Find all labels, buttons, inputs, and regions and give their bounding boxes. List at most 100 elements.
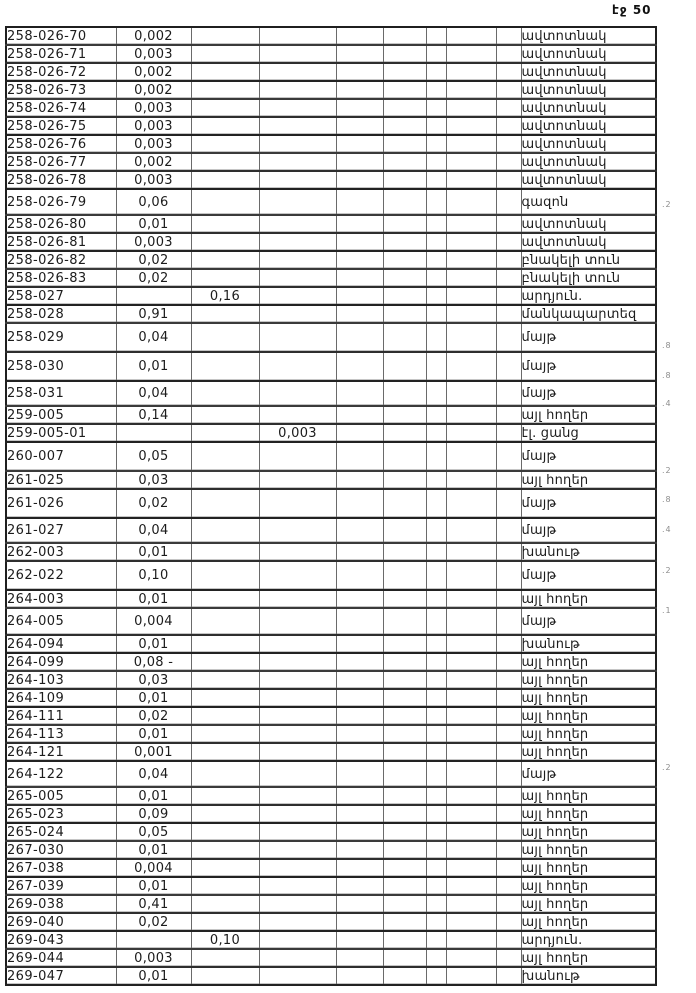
land-use-label-cell: խանութ [521,543,657,562]
table-row: 267-038 0,004 այլ հողեր [6,859,657,878]
empty-cell [496,323,522,353]
margin-mark: .8 [662,371,672,380]
land-use-label-cell: արդյուն. [521,287,657,306]
area-value-cell: 0,05 [116,823,192,842]
land-use-label-cell: արդյուն. [521,931,657,950]
table-row: 265-005 0,01 այլ հողեր [6,787,657,806]
empty-cell [426,543,447,562]
empty-cell [336,671,384,690]
empty-cell [446,81,497,100]
area-value-cell-2 [191,215,260,234]
empty-cell [383,707,427,726]
land-use-label-cell: ավտոտնակ [521,233,657,252]
parcel-code-cell: 269-038 [6,895,117,914]
area-value-cell-2 [191,543,260,562]
empty-cell [336,269,384,288]
area-value-cell: 0,09 [116,805,192,824]
empty-cell [336,543,384,562]
parcel-code-cell: 258-026-82 [6,251,117,270]
area-value-cell: 0,05 [116,442,192,472]
table-row: 258-029 0,04 մայթ [6,323,657,353]
empty-cell [383,543,427,562]
area-value-cell: 0,04 [116,323,192,353]
area-value-cell-2 [191,63,260,82]
table-row: 258-026-72 0,002 ավտոտնակ [6,63,657,82]
empty-cell [446,117,497,136]
parcel-code-cell: 258-026-83 [6,269,117,288]
table-row: 264-109 0,01 այլ հողեր [6,689,657,708]
parcel-code-cell: 265-024 [6,823,117,842]
parcel-code-cell: 258-026-71 [6,45,117,64]
area-value-cell-2 [191,99,260,118]
area-value-cell: 0,08 - [116,653,192,672]
land-use-label-cell: մայթ [521,323,657,353]
empty-cell [446,251,497,270]
area-value-cell: 0,01 [116,725,192,744]
parcel-code-cell: 264-003 [6,590,117,609]
area-value-cell: 0,01 [116,215,192,234]
area-value-cell: 0,01 [116,590,192,609]
area-value-cell-3 [259,635,337,654]
empty-cell [383,895,427,914]
empty-cell [446,787,497,806]
parcel-code-cell: 258-031 [6,381,117,407]
area-value-cell-2 [191,27,260,46]
empty-cell [496,877,522,896]
area-value-cell-3 [259,743,337,762]
empty-cell [496,967,522,986]
empty-cell [426,99,447,118]
empty-cell [383,251,427,270]
empty-cell [446,489,497,519]
empty-cell [383,63,427,82]
empty-cell [446,841,497,860]
empty-cell [446,323,497,353]
empty-cell [446,590,497,609]
empty-cell [383,406,427,425]
area-value-cell-3 [259,269,337,288]
empty-cell [336,859,384,878]
empty-cell [446,725,497,744]
empty-cell [383,117,427,136]
empty-cell [446,895,497,914]
area-value-cell-3 [259,787,337,806]
table-row: 264-005 0,004 մայթ [6,608,657,636]
empty-cell [336,406,384,425]
area-value-cell: 0,03 [116,471,192,490]
land-use-label-cell: ավտոտնակ [521,215,657,234]
area-value-cell: 0,06 [116,189,192,216]
empty-cell [446,877,497,896]
table-row: 258-026-83 0,02 բնակելի տուն [6,269,657,288]
table-row: 262-022 0,10 մայթ [6,561,657,591]
land-use-label-cell: մայթ [521,489,657,519]
table-row: 264-099 0,08 - այլ հողեր [6,653,657,672]
area-value-cell-2 [191,967,260,986]
empty-cell [446,233,497,252]
land-use-label-cell: մանկապարտեզ [521,305,657,324]
empty-cell [383,471,427,490]
empty-cell [496,518,522,544]
area-value-cell-3 [259,352,337,382]
area-value-cell-2 [191,590,260,609]
empty-cell [426,27,447,46]
area-value-cell-3 [259,543,337,562]
empty-cell [496,471,522,490]
empty-cell [446,743,497,762]
area-value-cell-2 [191,135,260,154]
area-value-cell-2: 0,16 [191,287,260,306]
land-use-label-cell: ավտոտնակ [521,135,657,154]
area-value-cell-3 [259,287,337,306]
empty-cell [383,761,427,788]
empty-cell [383,81,427,100]
empty-cell [336,352,384,382]
empty-cell [496,653,522,672]
land-use-label-cell: էլ. ցանց [521,424,657,443]
area-value-cell [116,287,192,306]
land-use-label-cell: ավտոտնակ [521,45,657,64]
area-value-cell: 0,002 [116,153,192,172]
parcel-code-cell: 267-030 [6,841,117,860]
area-value-cell: 0,02 [116,913,192,932]
empty-cell [383,189,427,216]
table-row: 258-031 0,04 մայթ [6,381,657,407]
empty-cell [496,135,522,154]
land-use-label-cell: այլ հողեր [521,877,657,896]
